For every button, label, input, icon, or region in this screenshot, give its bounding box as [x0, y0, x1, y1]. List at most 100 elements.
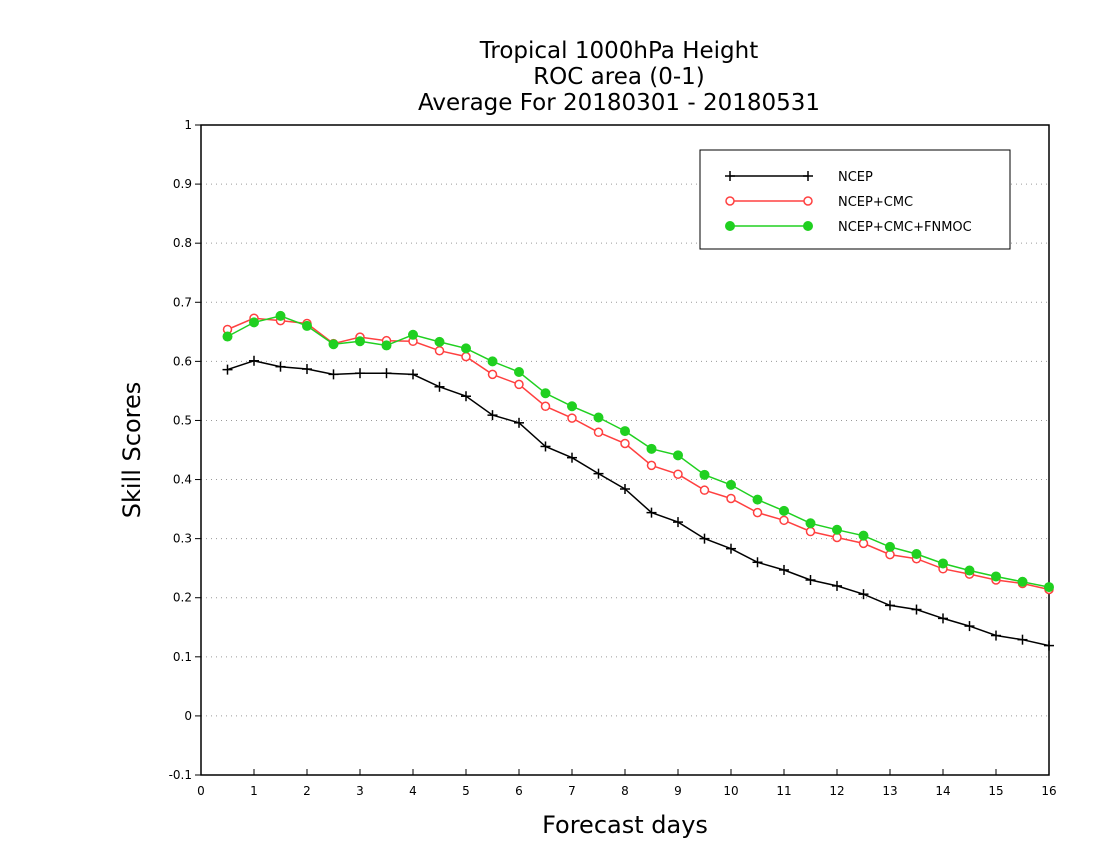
- x-tick-label: 1: [250, 784, 258, 798]
- data-point: [911, 549, 922, 559]
- data-point: [381, 368, 392, 379]
- data-point: [355, 336, 365, 347]
- data-point: [646, 507, 657, 518]
- y-tick-label: 0.7: [173, 295, 192, 309]
- data-point: [593, 412, 604, 423]
- data-point: [593, 427, 604, 438]
- y-tick-label: 1: [184, 118, 192, 132]
- data-point: [752, 494, 763, 505]
- data-point: [832, 524, 842, 535]
- data-point: [1044, 640, 1054, 651]
- data-point: [328, 369, 339, 380]
- y-tick-label: 0.3: [173, 532, 192, 546]
- data-point: [222, 364, 233, 375]
- x-tick-label: 9: [674, 784, 682, 798]
- x-tick-label: 12: [829, 784, 844, 798]
- legend-marker: [803, 171, 813, 181]
- data-point: [302, 364, 312, 375]
- data-point: [1044, 582, 1054, 593]
- data-point: [911, 604, 922, 615]
- legend-entry: NCEP+CMC+FNMOC: [725, 220, 972, 235]
- data-point: [249, 317, 259, 328]
- data-point: [540, 441, 551, 452]
- data-point: [302, 320, 312, 331]
- chart-title: Tropical 1000hPa Height ROC area (0-1) A…: [418, 38, 820, 116]
- y-axis-label: Skill Scores: [118, 382, 146, 519]
- y-axis-ticks: -0.1 0 0.1 0.2 0.3 0.4 0.5 0.6 0.7 0.8 0.9 1: [169, 118, 201, 782]
- data-point: [540, 388, 551, 399]
- x-tick-label: 13: [882, 784, 897, 798]
- y-tick-label: 0.9: [173, 177, 192, 191]
- data-point: [487, 410, 498, 421]
- legend: NCEP NCEP+CMC NCEP+CMC+FNMOC: [699, 149, 1011, 250]
- data-point: [487, 356, 498, 367]
- data-point: [964, 621, 975, 632]
- series-ncep: [222, 355, 1054, 651]
- x-tick-label: 15: [988, 784, 1003, 798]
- data-point: [646, 460, 657, 471]
- x-tick-label: 10: [723, 784, 738, 798]
- x-axis-label: Forecast days: [542, 811, 708, 839]
- x-tick-label: 14: [935, 784, 950, 798]
- legend-box: [699, 149, 1011, 250]
- legend-label: NCEP: [838, 170, 873, 185]
- data-point: [938, 613, 948, 624]
- data-point: [514, 367, 524, 377]
- data-point: [858, 589, 869, 600]
- data-point: [514, 417, 524, 428]
- data-point: [805, 526, 816, 537]
- x-tick-label: 6: [515, 784, 523, 798]
- data-point: [991, 571, 1001, 582]
- data-point: [673, 450, 683, 461]
- data-point: [779, 505, 789, 516]
- y-tick-label: 0.6: [173, 354, 192, 368]
- data-point: [699, 533, 710, 544]
- legend-marker: [803, 196, 813, 206]
- x-tick-label: 3: [356, 784, 364, 798]
- data-point: [514, 379, 524, 390]
- x-tick-label: 8: [621, 784, 629, 798]
- data-point: [620, 426, 630, 437]
- data-point: [858, 530, 869, 541]
- series-line: [227, 317, 1050, 591]
- data-point: [567, 452, 577, 463]
- y-tick-label: 0.1: [173, 650, 192, 664]
- data-point: [673, 469, 683, 479]
- x-tick-label: 7: [568, 784, 576, 798]
- data-point: [275, 310, 286, 321]
- y-tick-label: 0.4: [173, 473, 192, 487]
- data-point: [726, 493, 736, 504]
- legend-marker: [725, 221, 735, 231]
- title-line-3: Average For 20180301 - 20180531: [418, 90, 820, 116]
- data-point: [1017, 576, 1028, 587]
- data-point: [222, 331, 233, 342]
- title-line-2: ROC area (0-1): [533, 64, 705, 90]
- legend-entry: NCEP+CMC: [725, 195, 913, 210]
- data-point: [752, 507, 763, 518]
- data-point: [938, 558, 948, 569]
- data-point: [328, 339, 339, 350]
- data-point: [805, 575, 816, 585]
- data-point: [1017, 634, 1028, 645]
- data-point: [646, 443, 657, 454]
- data-point: [885, 541, 895, 552]
- y-tick-label: 0.5: [173, 413, 192, 427]
- y-tick-label: 0: [184, 709, 192, 723]
- legend-label: NCEP+CMC+FNMOC: [838, 220, 972, 235]
- data-point: [355, 368, 365, 379]
- legend-marker: [803, 221, 813, 231]
- series-line: [227, 315, 1050, 588]
- data-point: [381, 340, 392, 351]
- y-tick-label: -0.1: [169, 768, 192, 782]
- data-point: [593, 468, 604, 479]
- data-point: [752, 557, 763, 568]
- x-tick-label: 4: [409, 784, 417, 798]
- x-tick-label: 0: [197, 784, 205, 798]
- series-ncep-cmc: [222, 313, 1054, 595]
- grid: [201, 183, 1049, 717]
- data-point: [805, 518, 816, 529]
- data-point: [567, 413, 577, 423]
- data-point: [540, 401, 551, 412]
- data-point: [673, 517, 683, 528]
